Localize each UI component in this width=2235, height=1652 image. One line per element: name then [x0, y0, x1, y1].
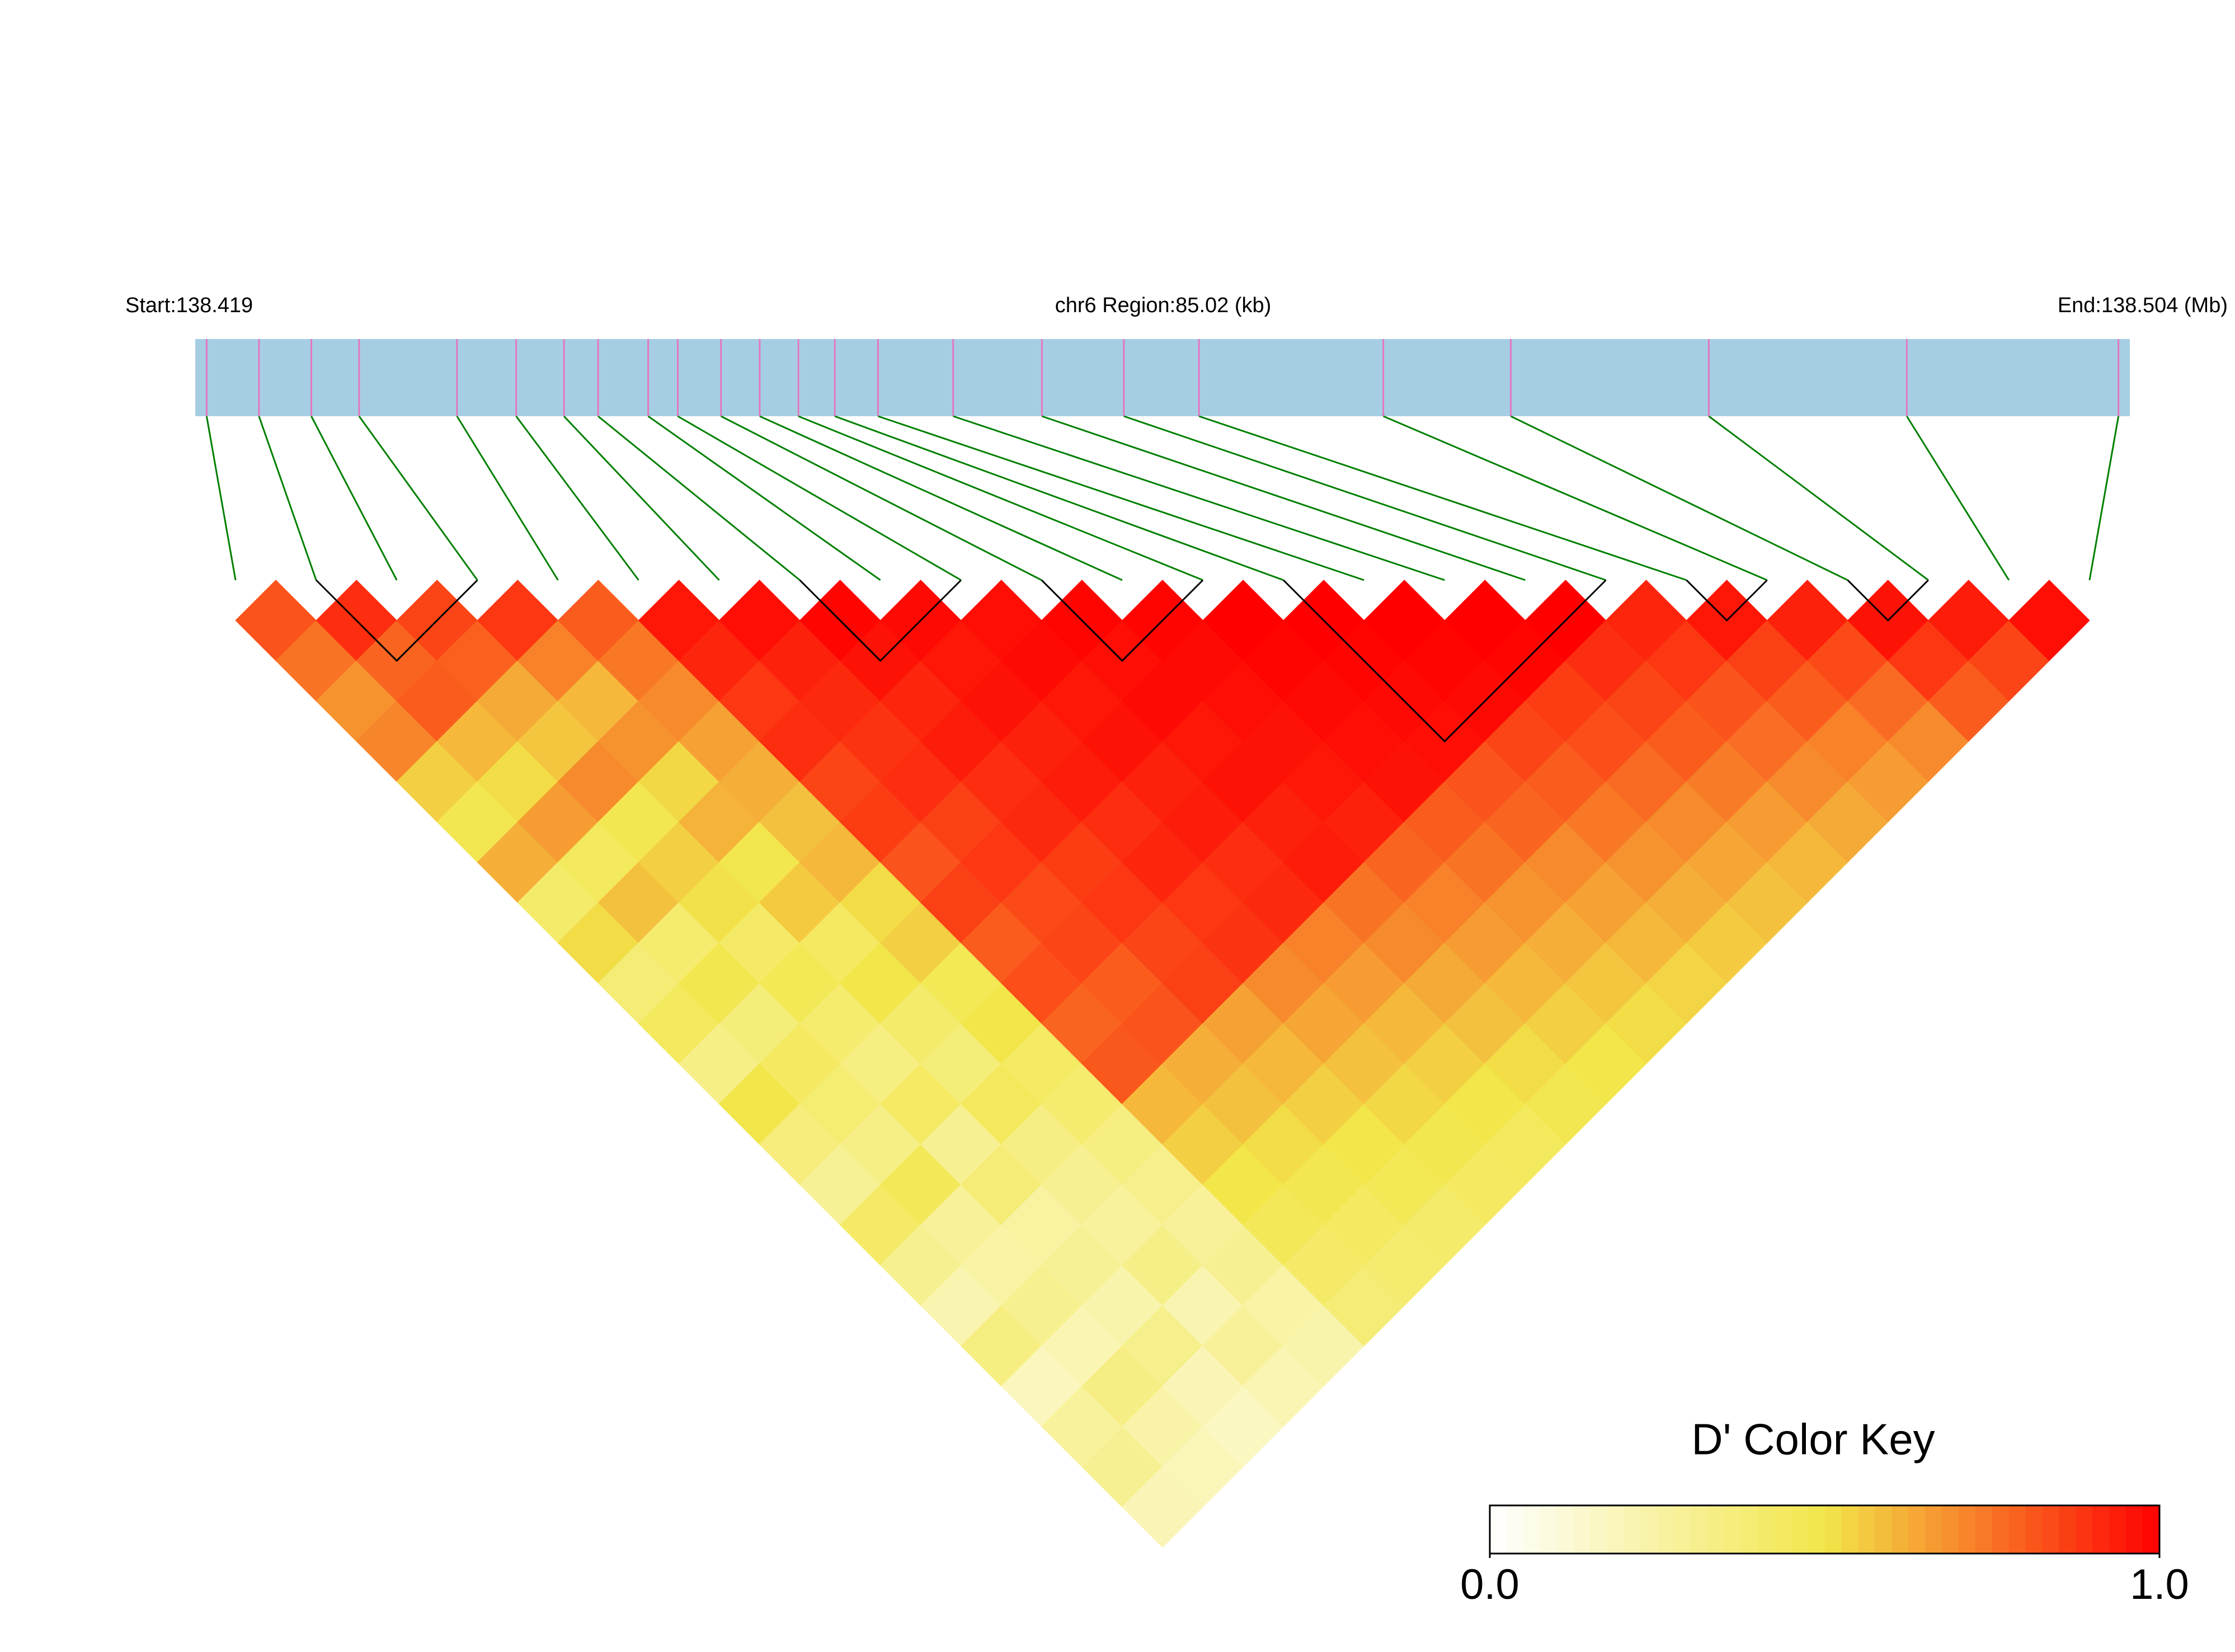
snp-link: [1041, 415, 1526, 581]
snp-link: [1198, 415, 1687, 581]
key-swatch: [1958, 1505, 1976, 1554]
key-swatch: [1540, 1505, 1558, 1554]
snp-link: [456, 416, 559, 581]
snp-link: [597, 415, 801, 581]
key-swatch: [1740, 1505, 1758, 1554]
key-tick-label: 0.0: [1460, 1561, 1519, 1608]
ld-block: [1283, 579, 1607, 743]
key-title: D' Color Key: [1691, 1415, 1935, 1464]
key-swatch: [1624, 1505, 1641, 1554]
key-swatch: [1657, 1505, 1675, 1554]
key-swatch: [1674, 1505, 1692, 1554]
gene-bar: [195, 339, 2130, 416]
key-swatch: [1556, 1505, 1574, 1554]
snp-link: [798, 415, 1203, 581]
key-swatch: [1573, 1505, 1591, 1554]
snp-link: [563, 415, 720, 581]
key-swatch: [1941, 1505, 1959, 1554]
snp-link: [205, 416, 237, 581]
key-swatch: [1824, 1505, 1842, 1554]
key-swatch: [1506, 1505, 1524, 1554]
snp-link: [759, 415, 1123, 581]
key-swatch: [1707, 1505, 1725, 1554]
ld-block: [1686, 579, 1768, 622]
key-swatch: [2092, 1505, 2110, 1554]
start-label: Start:138.419: [125, 294, 253, 317]
snp-link: [515, 416, 639, 581]
key-swatch: [1908, 1505, 1926, 1554]
ld-cell: [2008, 580, 2090, 661]
key-swatch: [1808, 1505, 1825, 1554]
key-swatch: [1640, 1505, 1658, 1554]
snp-link: [258, 416, 317, 581]
key-swatch: [2042, 1505, 2060, 1554]
key-swatch: [1891, 1505, 1909, 1554]
snp-link: [1708, 415, 1929, 581]
key-swatch: [1523, 1505, 1541, 1554]
snp-link: [358, 416, 478, 581]
snp-link: [953, 415, 1445, 581]
key-swatch: [1791, 1505, 1809, 1554]
key-swatch: [2126, 1505, 2144, 1554]
key-swatch: [2059, 1505, 2077, 1554]
key-swatch: [1757, 1505, 1775, 1554]
snp-link: [2088, 416, 2120, 581]
key-swatch: [1590, 1505, 1608, 1554]
ld-block: [1041, 579, 1204, 662]
snp-link: [1383, 415, 1768, 581]
ld-block: [316, 579, 478, 662]
key-frame: [1489, 1504, 2161, 1555]
snp-link: [721, 415, 1042, 581]
key-tick-label: 1.0: [2130, 1561, 2189, 1608]
snp-link: [834, 415, 1284, 581]
key-swatch: [1774, 1505, 1792, 1554]
ld-block: [1847, 579, 1929, 622]
snp-link: [677, 415, 962, 581]
key-swatch: [2076, 1505, 2093, 1554]
key-swatch: [1992, 1505, 2010, 1554]
snp-link: [1510, 415, 1848, 581]
region-label: chr6 Region:85.02 (kb): [1055, 294, 1272, 317]
key-swatch: [2143, 1505, 2160, 1554]
snp-link: [1906, 416, 2010, 581]
ld-block: [799, 579, 962, 662]
key-swatch: [2109, 1505, 2127, 1554]
snp-link: [647, 415, 881, 581]
key-swatch: [1607, 1505, 1625, 1554]
key-swatch: [1724, 1505, 1742, 1554]
key-swatch: [1858, 1505, 1876, 1554]
key-swatch: [1691, 1505, 1709, 1554]
key-swatch: [1875, 1505, 1893, 1554]
key-swatch: [1975, 1505, 1993, 1554]
key-swatch: [1490, 1505, 1507, 1554]
end-label: End:138.504 (Mb): [2058, 294, 2228, 317]
snp-link: [877, 415, 1364, 581]
key-swatch: [2008, 1505, 2026, 1554]
key-swatch: [1925, 1505, 1942, 1554]
snp-link: [310, 416, 398, 581]
snp-link: [1123, 415, 1606, 581]
key-swatch: [1841, 1505, 1859, 1554]
key-swatch: [2025, 1505, 2043, 1554]
